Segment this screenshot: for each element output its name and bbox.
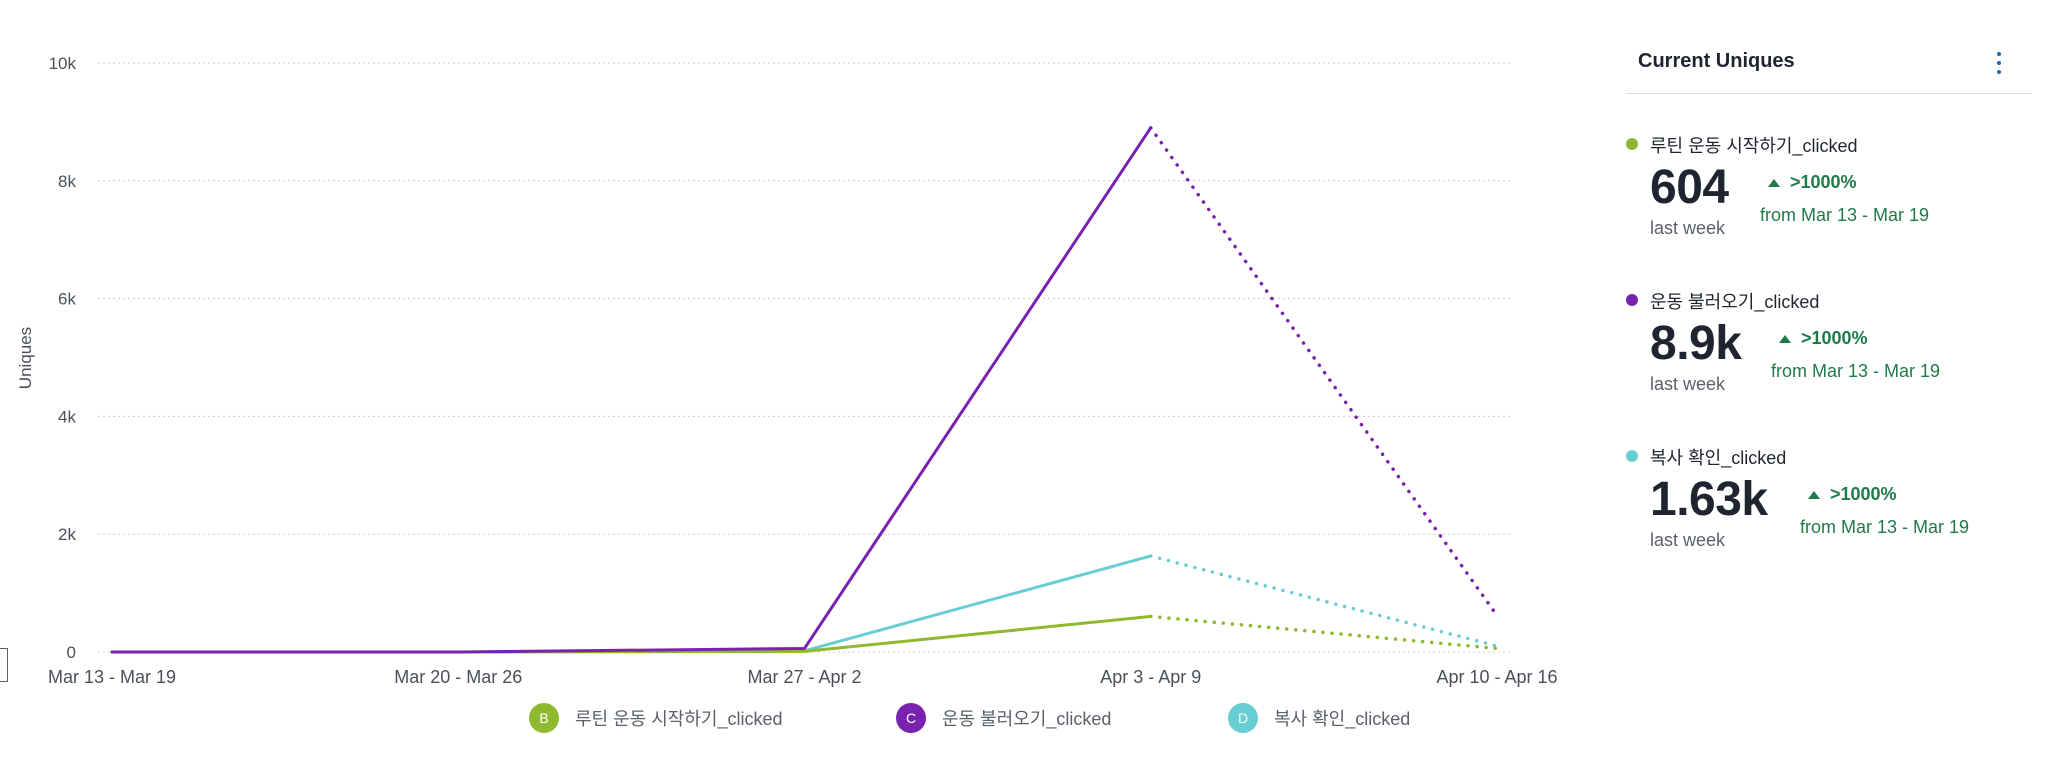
- metric-compare: from Mar 13 - Mar 19: [1800, 517, 1970, 537]
- series-color-dot: [1626, 450, 1638, 462]
- x-tick-label-mar-13-mar-19: Mar 13 - Mar 19: [48, 667, 176, 687]
- legend-badge-d: D: [1228, 703, 1258, 733]
- series-color-dot: [1626, 138, 1638, 150]
- x-axis-ticks: Mar 13 - Mar 19 Mar 20 - Mar 26 Mar 27 - A…: [48, 667, 1558, 687]
- x-tick-label-apr-10-apr-16: Apr 10 - Apr 16: [1436, 667, 1557, 687]
- chart-legend: B 루틴 운동 시작하기_clicked C 운동 불러오기_clicked D…: [0, 703, 1560, 743]
- metric-card: 운동 불러오기_clicked 8.9k last week >1000% fr…: [1626, 288, 2032, 438]
- legend-item-d[interactable]: D 복사 확인_clicked: [1228, 703, 1410, 733]
- series-line-c[interactable]: [110, 126, 1153, 654]
- legend-item-c[interactable]: C 운동 불러오기_clicked: [896, 703, 1111, 733]
- y-tick-label-4k: 4k: [58, 407, 76, 426]
- metric-change: >1000%: [1779, 328, 1868, 349]
- panel-title: Current Uniques: [1638, 50, 1795, 72]
- change-percent: >1000%: [1830, 484, 1897, 504]
- collapsed-panel-edge[interactable]: [0, 648, 8, 682]
- series-line-d[interactable]: [110, 554, 1153, 654]
- up-arrow-icon: [1808, 490, 1820, 499]
- metric-compare: from Mar 13 - Mar 19: [1771, 361, 1941, 381]
- metric-change: >1000%: [1808, 484, 1897, 505]
- series-color-dot: [1626, 294, 1638, 306]
- metric-compare: from Mar 13 - Mar 19: [1760, 205, 1930, 225]
- legend-label-c: 운동 불러오기_clicked: [942, 709, 1112, 729]
- metric-change: >1000%: [1768, 172, 1857, 193]
- metric-value: 8.9k: [1650, 317, 1742, 370]
- y-tick-label-0: 0: [67, 643, 76, 662]
- metric-card: 루틴 운동 시작하기_clicked 604 last week >1000% …: [1626, 132, 2032, 282]
- legend-badge-b: B: [529, 703, 559, 733]
- y-tick-label-10k: 10k: [49, 54, 77, 73]
- uniques-line-chart: 0 2k 4k 6k 8k 10k Mar 13 - Mar 19 Mar 20 - Mar…: [0, 54, 1560, 743]
- change-percent: >1000%: [1801, 328, 1868, 348]
- metric-caption: last week: [1650, 530, 1726, 550]
- legend-label-b: 루틴 운동 시작하기_clicked: [575, 709, 783, 729]
- chart-svg: 0 2k 4k 6k 8k 10k Mar 13 - Mar 19 Mar 20 - Mar…: [16, 54, 1558, 687]
- x-tick-label-mar-27-apr-2: Mar 27 - Apr 2: [747, 667, 861, 687]
- metric-card: 복사 확인_clicked 1.63k last week >1000% fro…: [1626, 444, 2032, 594]
- metric-name: 운동 불러오기_clicked: [1650, 292, 1820, 312]
- metric-caption: last week: [1650, 218, 1726, 238]
- legend-item-b[interactable]: B 루틴 운동 시작하기_clicked: [529, 703, 783, 733]
- metric-name: 복사 확인_clicked: [1650, 448, 1787, 468]
- metric-value: 604: [1650, 161, 1729, 214]
- up-arrow-icon: [1768, 178, 1780, 187]
- y-axis-title: Uniques: [16, 327, 35, 389]
- x-tick-label-mar-20-mar-26: Mar 20 - Mar 26: [394, 667, 522, 687]
- more-options-icon[interactable]: [1994, 52, 2004, 74]
- current-uniques-panel: Current Uniques 루틴 운동 시작하기_clicked 604 l…: [1626, 0, 2032, 761]
- gridlines: [98, 62, 1512, 653]
- metric-caption: last week: [1650, 374, 1726, 394]
- up-arrow-icon: [1779, 334, 1791, 343]
- legend-label-d: 복사 확인_clicked: [1274, 709, 1411, 729]
- series-lines: [110, 126, 1499, 654]
- change-percent: >1000%: [1790, 172, 1857, 192]
- y-axis-ticks: 0 2k 4k 6k 8k 10k: [49, 54, 77, 662]
- x-tick-label-apr-3-apr-9: Apr 3 - Apr 9: [1100, 667, 1201, 687]
- y-tick-label-6k: 6k: [58, 290, 76, 309]
- metric-value: 1.63k: [1650, 473, 1768, 526]
- y-tick-label-8k: 8k: [58, 172, 76, 191]
- legend-badge-c: C: [896, 703, 926, 733]
- series-line-incomplete-b[interactable]: [1149, 614, 1499, 651]
- y-tick-label-2k: 2k: [58, 525, 76, 544]
- panel-header: Current Uniques: [1626, 46, 2032, 94]
- series-line-b[interactable]: [110, 614, 1153, 654]
- series-line-incomplete-c[interactable]: [1149, 126, 1499, 618]
- metric-name: 루틴 운동 시작하기_clicked: [1650, 136, 1858, 156]
